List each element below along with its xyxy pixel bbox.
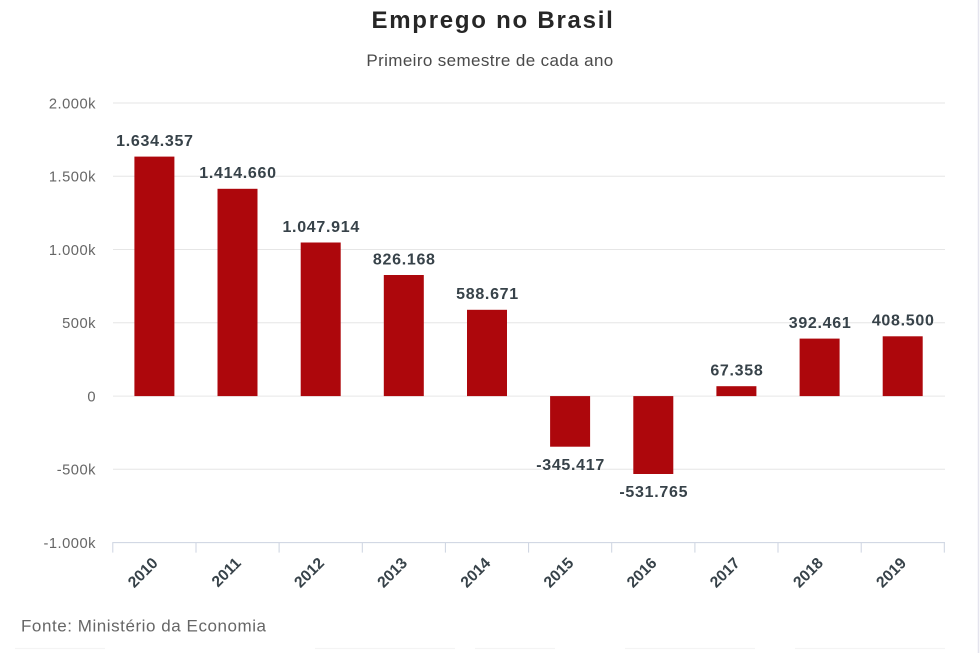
- svg-text:2014: 2014: [458, 555, 495, 592]
- svg-text:2016: 2016: [624, 555, 661, 592]
- svg-text:1.500k: 1.500k: [49, 170, 96, 186]
- svg-text:Fonte: Ministério da Economia: Fonte: Ministério da Economia: [21, 617, 267, 636]
- svg-text:2015: 2015: [541, 555, 578, 592]
- svg-text:1.047.914: 1.047.914: [282, 219, 359, 236]
- svg-text:2.000k: 2.000k: [49, 96, 96, 112]
- svg-text:2011: 2011: [209, 555, 245, 591]
- svg-text:2012: 2012: [291, 555, 328, 592]
- svg-text:2019: 2019: [873, 555, 910, 592]
- svg-text:0: 0: [87, 390, 96, 406]
- svg-text:-500k: -500k: [57, 463, 96, 479]
- svg-text:500k: 500k: [62, 316, 96, 332]
- svg-text:392.461: 392.461: [789, 315, 852, 332]
- svg-text:Emprego no Brasil: Emprego no Brasil: [371, 7, 614, 34]
- svg-text:Primeiro semestre de cada ano: Primeiro semestre de cada ano: [366, 51, 613, 70]
- svg-text:2010: 2010: [125, 555, 162, 592]
- svg-text:408.500: 408.500: [872, 313, 935, 330]
- svg-text:1.414.660: 1.414.660: [199, 165, 276, 182]
- svg-text:-1.000k: -1.000k: [44, 536, 97, 552]
- svg-text:826.168: 826.168: [373, 251, 436, 268]
- svg-text:2017: 2017: [707, 555, 744, 592]
- svg-text:1.634.357: 1.634.357: [116, 133, 193, 150]
- svg-text:-531.765: -531.765: [619, 484, 688, 501]
- svg-text:2013: 2013: [374, 555, 411, 592]
- svg-text:2018: 2018: [790, 555, 827, 592]
- svg-text:1.000k: 1.000k: [49, 243, 96, 259]
- svg-text:-345.417: -345.417: [536, 457, 605, 474]
- svg-text:588.671: 588.671: [456, 286, 519, 303]
- svg-text:67.358: 67.358: [710, 363, 763, 380]
